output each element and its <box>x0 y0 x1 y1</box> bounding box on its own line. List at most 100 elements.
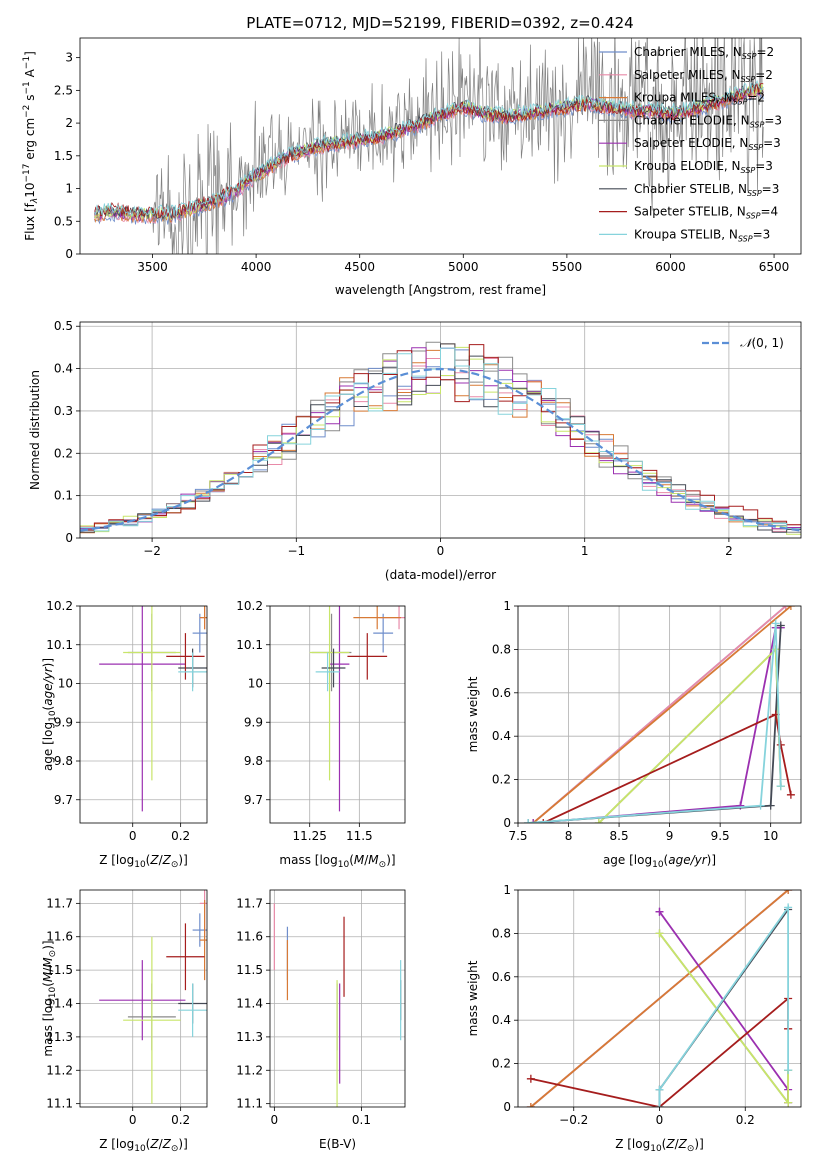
y-tick-label: 0.6 <box>492 970 511 984</box>
panel-weight-vs-Z: −0.2 0 0.2 0 0.2 0.4 0.6 0.8 1 Z [log10(Z/Z⊙)] mas… <box>466 883 802 1154</box>
y-tick-label: 10.2 <box>236 599 263 613</box>
model-spectrum-line <box>94 83 764 219</box>
x-tick-label: 0 <box>129 829 137 843</box>
x-tick-label: 1 <box>581 544 589 558</box>
y-tick-label: 11.2 <box>46 1063 73 1077</box>
y-tick-label: 11.3 <box>46 1030 73 1044</box>
x-tick-label: 9 <box>666 829 674 843</box>
data-spectrum-line <box>94 38 764 254</box>
legend-label: Salpeter MILES, NSSP=2 <box>634 68 773 84</box>
panel-weight-vs-age: 7.5 8 8.5 9 9.5 10 0 0.2 0.4 0.6 0.8 1 age [log10(ag… <box>466 599 802 870</box>
y-tick-label: 0.6 <box>492 686 511 700</box>
x-tick-label: 3500 <box>137 260 168 274</box>
panel-mass-vs-Z: 0 0.2 11.1 11.2 11.3 11.4 11.5 11.6 11.7 Z [log10… <box>41 889 208 1154</box>
plot-area <box>524 606 795 823</box>
weight-marker <box>539 819 548 823</box>
normal-curve <box>80 367 801 532</box>
y-tick-label: 11.2 <box>236 1063 263 1077</box>
y-tick-label: 1 <box>503 883 511 897</box>
weight-marker <box>784 1098 793 1107</box>
axes-frame <box>79 37 802 255</box>
y-tick-label: 3 <box>65 51 73 65</box>
y-axis-label: Flux [fλ10−17 erg cm−2 s−1 A−1] <box>22 51 40 241</box>
y-axis-label: Normed distribution <box>28 370 42 490</box>
x-tick-label: 0 <box>129 1113 137 1127</box>
weight-marker <box>771 619 780 628</box>
x-axis-label: wavelength [Angstrom, rest frame] <box>335 283 546 297</box>
weight-marker <box>776 782 785 791</box>
y-tick-label: 0 <box>503 816 511 830</box>
legend-label: Kroupa ELODIE, NSSP=3 <box>634 159 773 175</box>
legend-label: Chabrier MILES, NSSP=2 <box>634 45 774 61</box>
legend: 𝒩(0, 1) <box>702 336 784 350</box>
weight-marker <box>756 801 765 810</box>
y-tick-label: 0 <box>65 531 73 545</box>
weight-marker <box>784 1066 793 1075</box>
plot-area <box>80 341 801 535</box>
axes: 0 0.2 11.1 11.2 11.3 11.4 11.5 11.6 11.7 <box>46 896 190 1127</box>
legend-label: Kroupa MILES, NSSP=2 <box>634 91 765 107</box>
y-tick-label: 0.5 <box>54 319 73 333</box>
x-tick-label: 0.2 <box>171 829 190 843</box>
y-tick-label: 2.5 <box>54 83 73 97</box>
plot-area <box>99 890 207 1104</box>
y-tick-label: 11.5 <box>46 963 73 977</box>
y-tick-label: 0.2 <box>492 773 511 787</box>
y-tick-label: 0 <box>503 1100 511 1114</box>
panel-spectrum: 3500 4000 4500 5000 5500 6000 6500 0 0.5 1 1.5 2 2.5… <box>22 37 802 297</box>
weight-marker <box>526 1074 535 1083</box>
panel-residuals: −2 −1 0 1 2 0 0.1 0.2 0.3 0.4 0.5 𝒩(0, 1) (data-mode… <box>28 319 802 582</box>
y-tick-label: 0.5 <box>54 214 73 228</box>
weight-marker <box>766 801 775 810</box>
weight-marker <box>776 740 785 749</box>
legend-label: 𝒩(0, 1) <box>740 336 784 350</box>
y-tick-label: 11.1 <box>46 1097 73 1111</box>
weight-line <box>533 626 781 823</box>
axes-frame <box>79 605 208 824</box>
x-tick-label: 10 <box>763 829 778 843</box>
y-tick-label: 10.2 <box>46 599 73 613</box>
legend-label: Chabrier ELODIE, NSSP=3 <box>634 113 782 129</box>
panel-age-vs-Z: 0 0.2 9.7 9.8 9.9 10 10.1 10.2 Z [log10(Z/Z⊙)] ag… <box>41 599 208 870</box>
axes-frame <box>517 889 802 1108</box>
axes-frame <box>79 321 802 539</box>
x-tick-label: 11.5 <box>346 829 373 843</box>
x-tick-label: 4000 <box>241 260 272 274</box>
plot-area <box>273 903 402 1107</box>
weight-line <box>658 911 789 1103</box>
y-tick-label: 11.5 <box>236 963 263 977</box>
y-tick-label: 0.4 <box>492 729 511 743</box>
weight-marker <box>784 890 793 894</box>
y-tick-label: 0 <box>65 247 73 261</box>
x-tick-label: 0.1 <box>352 1113 371 1127</box>
y-tick-label: 11.3 <box>236 1030 263 1044</box>
weight-marker <box>786 790 795 799</box>
y-tick-label: 9.7 <box>54 793 73 807</box>
x-axis-label: Z [log10(Z/Z⊙)] <box>615 1137 704 1154</box>
y-tick-label: 9.9 <box>244 715 263 729</box>
y-tick-label: 9.8 <box>54 754 73 768</box>
axes-frame <box>269 889 406 1108</box>
legend-label: Kroupa STELIB, NSSP=3 <box>634 227 770 243</box>
y-tick-label: 10.1 <box>236 638 263 652</box>
x-tick-label: −1 <box>287 544 305 558</box>
figure-title: PLATE=0712, MJD=52199, FIBERID=0392, z=0… <box>246 14 633 32</box>
weight-line <box>658 932 789 1106</box>
axes: 7.5 8 8.5 9 9.5 10 0 0.2 0.4 0.6 0.8 1 <box>492 599 778 843</box>
weight-line <box>530 890 789 1107</box>
weight-marker <box>655 1085 664 1094</box>
y-tick-label: 0.8 <box>492 926 511 940</box>
x-tick-label: 5000 <box>448 260 479 274</box>
weight-marker <box>594 819 603 823</box>
x-tick-label: 8.5 <box>610 829 629 843</box>
weight-line <box>528 623 782 823</box>
weight-marker <box>781 606 790 610</box>
y-tick-label: 1 <box>503 599 511 613</box>
axes-frame <box>79 889 208 1108</box>
x-axis-label: age [log10(age/yr)] <box>603 853 716 870</box>
y-tick-label: 11.1 <box>236 1097 263 1111</box>
x-tick-label: 6500 <box>759 260 790 274</box>
weight-marker <box>529 819 538 823</box>
x-axis-label: Z [log10(Z/Z⊙)] <box>99 1137 188 1154</box>
